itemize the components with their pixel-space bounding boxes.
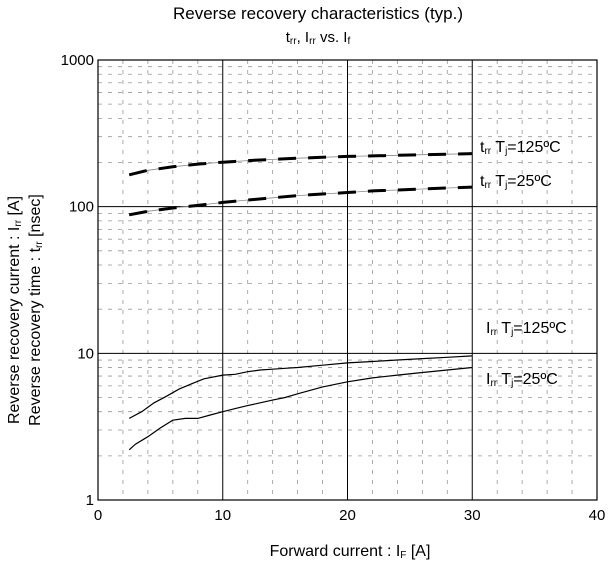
major-grid xyxy=(98,60,597,500)
series-line-trr25 xyxy=(128,185,473,217)
series-line-trr125-guide xyxy=(129,153,473,176)
y-axis-label-current: Reverse recovery current : Irr [A] xyxy=(6,196,24,424)
series-label-trr-125: trr Tj=125ºC xyxy=(480,139,561,157)
series-label-irr-25: Irr Tj=25ºC xyxy=(486,371,558,389)
x-tick-label: 20 xyxy=(339,507,356,524)
y-tick-label: 1 xyxy=(86,492,94,509)
x-tick-label: 30 xyxy=(464,507,481,524)
series-line-irr125 xyxy=(128,355,473,419)
series-line-irr25 xyxy=(128,366,473,451)
y-axis-ticks: 1 10 100 1000 xyxy=(61,52,94,509)
series-layer xyxy=(128,152,473,451)
minor-grid xyxy=(98,60,597,500)
y-tick-label: 100 xyxy=(69,199,94,216)
x-axis-label: Forward current : IF [A] xyxy=(270,543,431,561)
chart-subtitle: trr, Irr vs. If xyxy=(286,29,351,47)
x-tick-label: 0 xyxy=(94,507,102,524)
plot-frame xyxy=(97,59,598,501)
series-line-trr125 xyxy=(128,152,473,177)
y-tick-label: 1000 xyxy=(61,52,94,69)
x-axis-ticks: 0 10 20 30 40 xyxy=(94,507,606,524)
y-tick-label: 10 xyxy=(77,345,94,362)
series-label-irr-125: Irr Tj=125ºC xyxy=(486,320,567,338)
series-line-trr25-guide xyxy=(129,186,473,216)
series-label-trr-25: trr Tj=25ºC xyxy=(480,173,552,191)
x-tick-label: 10 xyxy=(214,507,231,524)
chart-title: Reverse recovery characteristics (typ.) xyxy=(173,4,463,23)
y-axis-label-time: Reverse recovery time : trr [nsec] xyxy=(27,194,45,426)
x-tick-label: 40 xyxy=(589,507,606,524)
